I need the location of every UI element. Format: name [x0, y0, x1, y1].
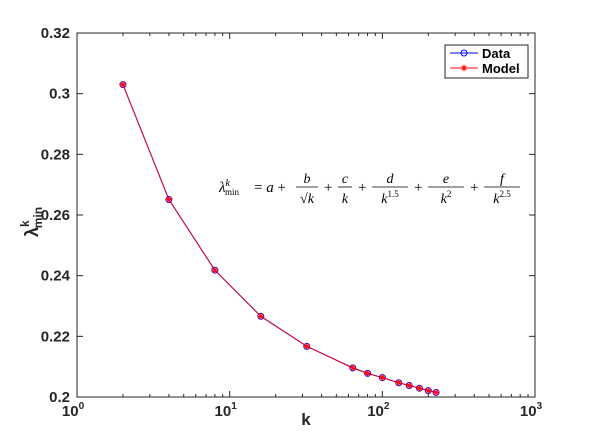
equation-term: +: [324, 180, 332, 196]
data-point: [395, 379, 402, 386]
legend-label: Data: [482, 46, 511, 61]
equation-term: +: [358, 180, 366, 196]
equation-lhs: λk min: [218, 178, 239, 197]
equation-term: = a +: [254, 180, 286, 196]
data-point: [406, 382, 413, 389]
data-point: [119, 81, 127, 88]
data-point: [416, 385, 423, 392]
equation-annotation: λk min = a + b √k + ck + d k1.5 + e k2 + f k2.5: [218, 172, 520, 207]
y-tick-label: 0.24: [41, 268, 71, 285]
x-tick-label: 100: [62, 401, 85, 420]
series-model: [119, 81, 440, 396]
data-point: [379, 374, 386, 381]
x-tick-label: 102: [367, 401, 390, 420]
data-point: [425, 387, 432, 394]
data-point: [257, 313, 265, 320]
equation-term: +: [414, 180, 422, 196]
y-tick-label: 0.32: [41, 25, 70, 42]
data-point: [432, 389, 440, 396]
series-layer: [119, 81, 440, 396]
y-tick-label: 0.26: [41, 207, 70, 224]
x-tick-label: 103: [520, 401, 543, 420]
x-tick-label: 101: [215, 401, 238, 420]
fraction-numerator: e: [443, 172, 449, 187]
y-tick-label: 0.3: [49, 86, 70, 103]
data-point: [211, 267, 219, 274]
fraction-numerator: c: [342, 172, 349, 187]
plot-area: [77, 33, 535, 397]
fraction-numerator: f: [500, 172, 506, 187]
y-tick-label: 0.22: [41, 328, 70, 345]
y-axis-label: λkmin: [18, 207, 45, 237]
data-point: [349, 364, 356, 372]
data-point: [165, 196, 173, 203]
fraction-denominator: k2.5: [493, 189, 511, 207]
y-tick-label: 0.2: [49, 389, 70, 406]
fraction-denominator: k: [342, 192, 349, 207]
fraction-numerator: d: [387, 172, 395, 187]
legend-box: [444, 44, 529, 79]
fraction-numerator: b: [304, 172, 311, 187]
data-point: [303, 343, 310, 350]
equation-term: +: [470, 180, 478, 196]
fraction-denominator: k1.5: [381, 189, 399, 207]
fraction-denominator: √k: [300, 192, 315, 207]
data-point: [364, 370, 371, 377]
data-point: [460, 49, 468, 57]
fraction-denominator: k2: [441, 189, 452, 207]
legend-label: Model: [482, 61, 520, 76]
x-axis-label: k: [301, 410, 311, 429]
axes: 100 101 102 1030.20.220.240.260.280.30.32kλ…: [18, 25, 543, 429]
legend-entry-data: Data: [450, 46, 511, 61]
y-tick-label: 0.28: [41, 146, 70, 163]
data-point: [460, 64, 468, 72]
legend-entry-model: Model: [450, 61, 520, 76]
